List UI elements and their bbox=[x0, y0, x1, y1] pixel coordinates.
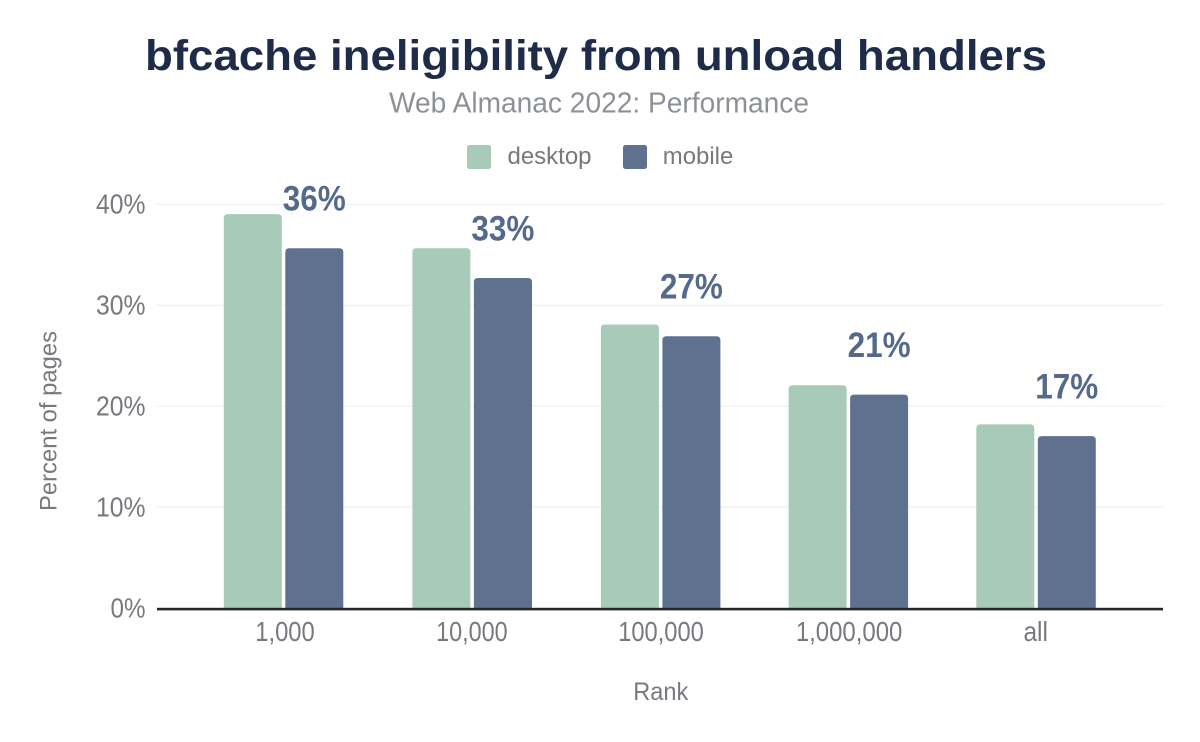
svg-text:Web Almanac 2022: Performance: Web Almanac 2022: Performance bbox=[389, 88, 809, 120]
svg-text:20%: 20% bbox=[96, 391, 146, 422]
svg-text:10,000: 10,000 bbox=[436, 616, 508, 647]
svg-text:desktop: desktop bbox=[508, 143, 592, 170]
svg-text:27%: 27% bbox=[660, 268, 723, 307]
svg-text:Percent of pages: Percent of pages bbox=[35, 331, 62, 511]
svg-text:1,000: 1,000 bbox=[255, 616, 315, 647]
svg-text:17%: 17% bbox=[1035, 368, 1098, 407]
svg-text:40%: 40% bbox=[96, 189, 146, 220]
svg-text:all: all bbox=[1023, 616, 1048, 647]
svg-text:bfcache ineligibility from unl: bfcache ineligibility from unload handle… bbox=[145, 32, 1047, 80]
svg-text:1,000,000: 1,000,000 bbox=[796, 616, 903, 647]
svg-text:30%: 30% bbox=[96, 290, 146, 321]
svg-text:Rank: Rank bbox=[633, 678, 688, 706]
svg-text:mobile: mobile bbox=[663, 143, 734, 170]
svg-text:10%: 10% bbox=[96, 491, 146, 522]
svg-text:36%: 36% bbox=[283, 180, 346, 219]
svg-text:0%: 0% bbox=[111, 592, 146, 623]
svg-text:100,000: 100,000 bbox=[618, 616, 704, 647]
svg-text:33%: 33% bbox=[471, 209, 534, 248]
svg-text:21%: 21% bbox=[848, 326, 911, 365]
